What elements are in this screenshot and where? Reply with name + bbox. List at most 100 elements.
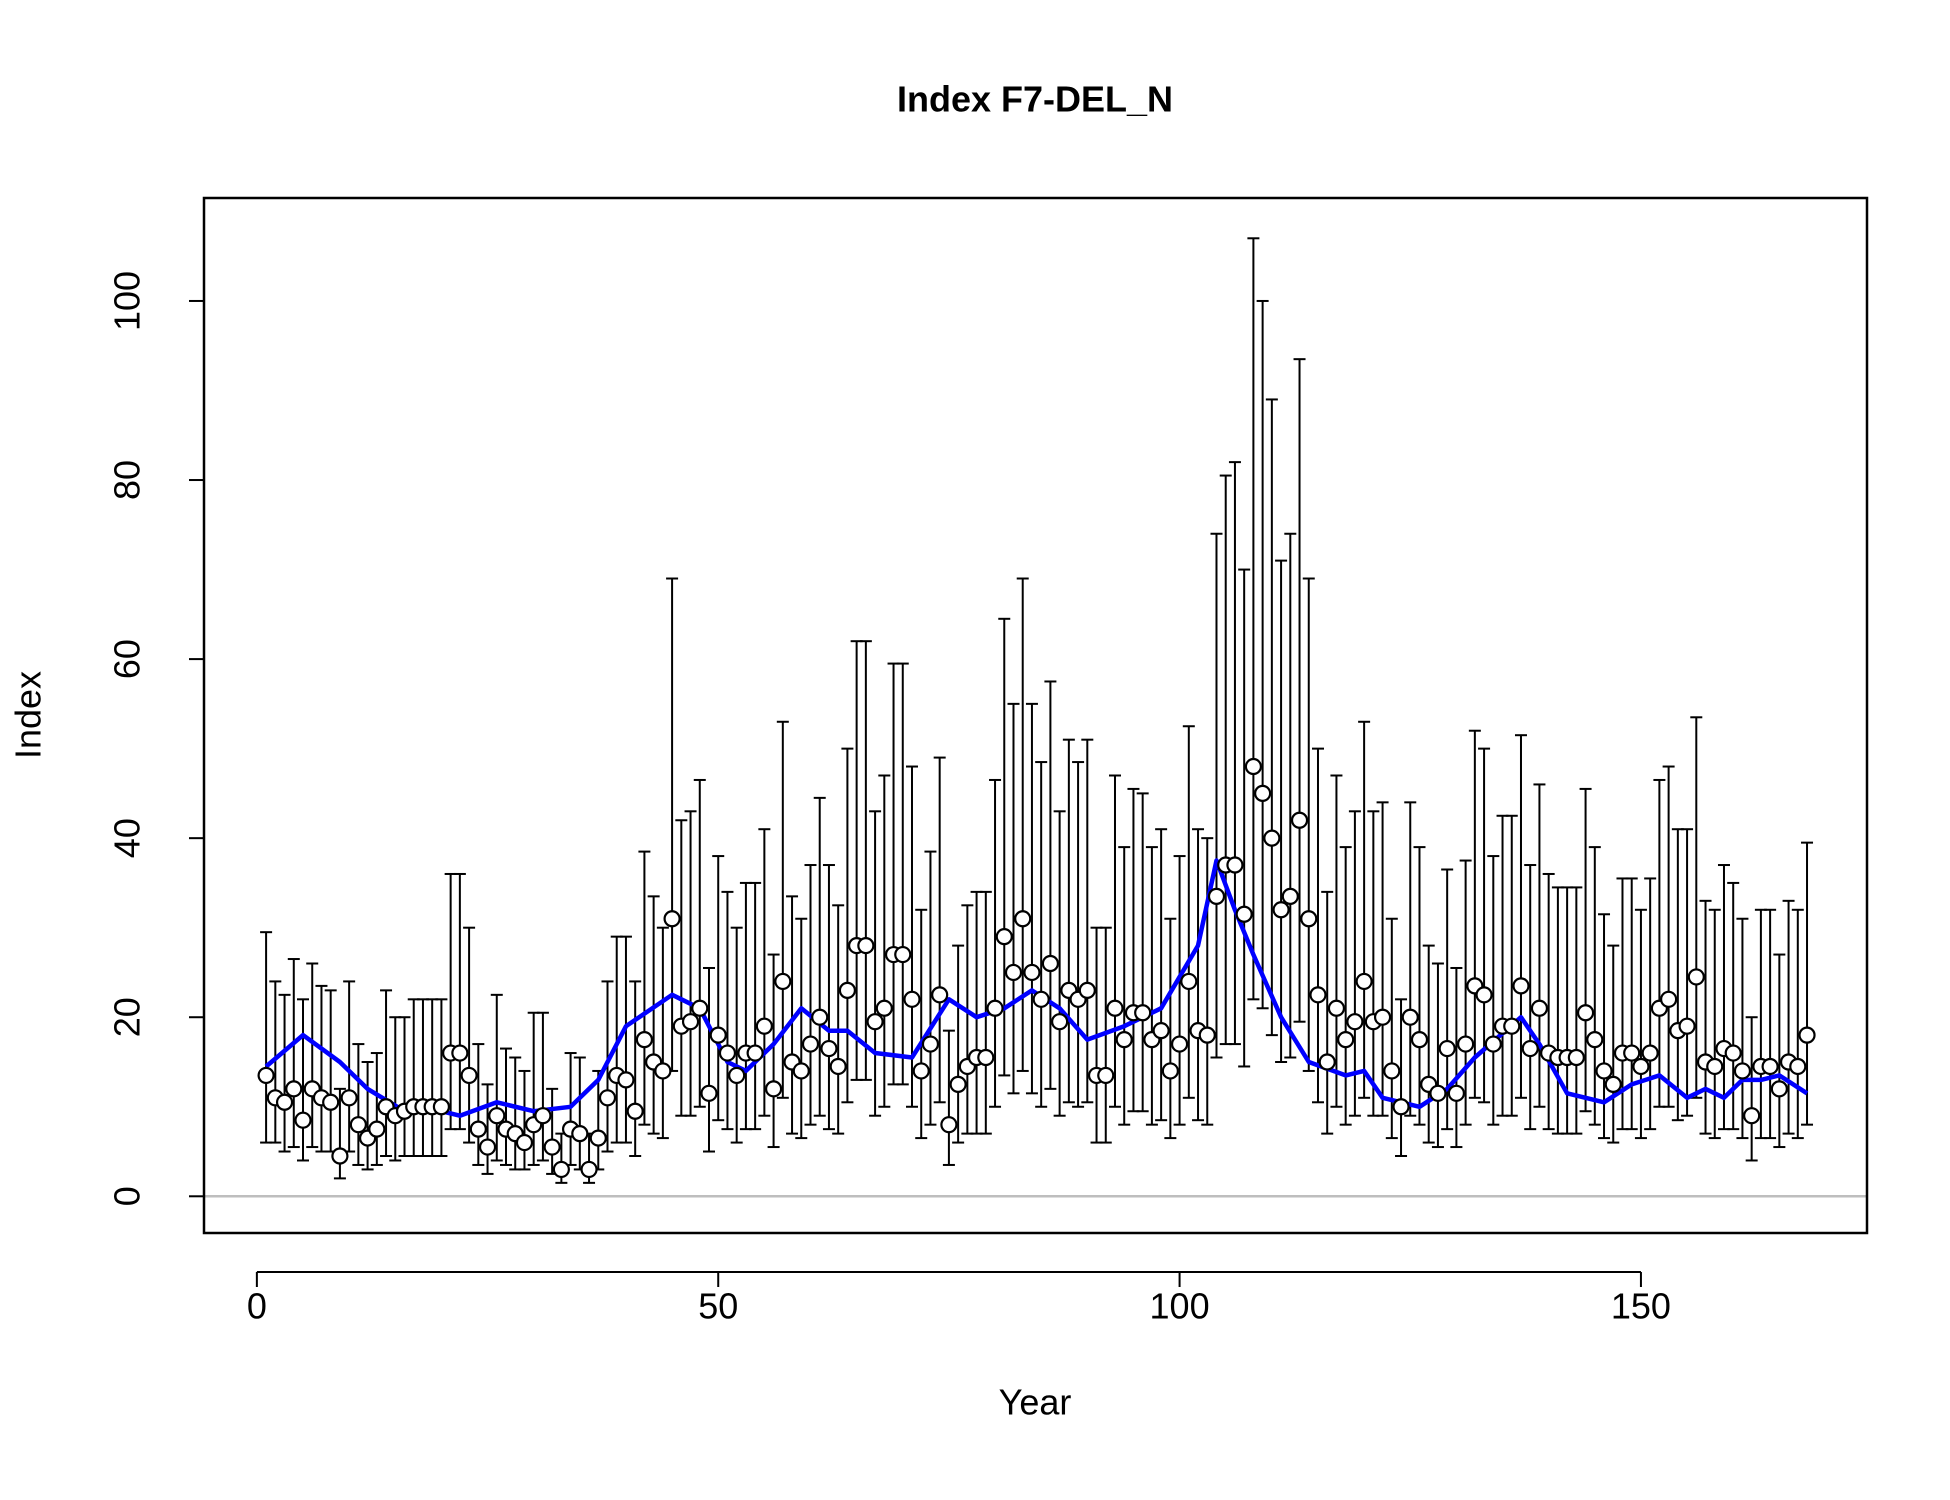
point (1226, 856, 1244, 874)
point (728, 1066, 746, 1085)
point (829, 1057, 847, 1076)
point (820, 1039, 838, 1058)
x-tick-label: 150 (1611, 1286, 1671, 1327)
point (681, 1013, 700, 1031)
point (995, 928, 1013, 946)
point (1604, 1075, 1622, 1093)
point (1429, 1084, 1447, 1102)
point (598, 1089, 617, 1107)
point (940, 1116, 958, 1134)
point (875, 999, 893, 1017)
point (1290, 811, 1309, 829)
point (1392, 1098, 1410, 1116)
point (1512, 977, 1530, 995)
point (1789, 1057, 1807, 1076)
point (1051, 1013, 1069, 1031)
point (654, 1062, 672, 1080)
point (1272, 901, 1290, 919)
point (801, 1035, 820, 1053)
point (1484, 1035, 1502, 1053)
point (1198, 1026, 1216, 1044)
point (626, 1102, 644, 1120)
point (1438, 1039, 1456, 1058)
point (1660, 990, 1678, 1008)
y-tick-label: 60 (107, 639, 148, 679)
point (1410, 1031, 1429, 1049)
point (1641, 1044, 1659, 1062)
point (294, 1111, 312, 1129)
point (1207, 887, 1226, 905)
point (1254, 784, 1272, 802)
point (635, 1031, 654, 1049)
point (1041, 954, 1060, 973)
point (1383, 1062, 1401, 1080)
point (1180, 972, 1198, 991)
point (1309, 986, 1327, 1004)
point (580, 1160, 598, 1179)
point (1503, 1017, 1521, 1035)
point (1576, 1004, 1595, 1022)
point (949, 1075, 967, 1093)
point (718, 1044, 737, 1062)
point (1457, 1035, 1475, 1053)
point (469, 1120, 487, 1138)
point (617, 1071, 635, 1089)
point (1373, 1008, 1392, 1026)
point (1623, 1044, 1641, 1062)
point (838, 981, 857, 999)
point (1337, 1031, 1355, 1049)
point (1595, 1062, 1613, 1080)
point (515, 1133, 534, 1152)
y-tick-label: 20 (107, 997, 148, 1037)
point (1300, 910, 1318, 928)
point (1346, 1013, 1364, 1031)
point (1743, 1107, 1761, 1125)
point (1733, 1062, 1752, 1080)
point (691, 999, 709, 1017)
point (589, 1129, 607, 1147)
point (977, 1048, 995, 1067)
point (1318, 1053, 1336, 1071)
y-tick-label: 0 (107, 1186, 148, 1206)
point (1530, 999, 1549, 1017)
point (1724, 1044, 1742, 1062)
point (1586, 1031, 1604, 1049)
point (1161, 1062, 1179, 1080)
point (746, 1044, 764, 1062)
point (275, 1093, 294, 1111)
point (894, 945, 912, 964)
x-axis-label: Year (999, 1382, 1072, 1423)
point (986, 999, 1004, 1017)
point (257, 1066, 275, 1085)
point (709, 1026, 727, 1044)
point (460, 1066, 478, 1085)
y-tick-label: 100 (107, 271, 148, 331)
point (1235, 905, 1253, 923)
point (912, 1062, 930, 1080)
chart-title: Index F7-DEL_N (897, 79, 1173, 120)
point (857, 936, 875, 955)
point (931, 986, 949, 1004)
point (700, 1084, 718, 1102)
point (552, 1160, 570, 1179)
smooth-line (264, 858, 1809, 1118)
point (1134, 1004, 1152, 1022)
y-tick-label: 40 (107, 818, 148, 858)
point (1014, 910, 1032, 928)
point (1244, 757, 1262, 776)
point (903, 990, 921, 1008)
x-tick-label: 100 (1150, 1286, 1210, 1327)
point (1475, 986, 1493, 1004)
point (792, 1062, 810, 1080)
point (1761, 1057, 1779, 1076)
point (1567, 1048, 1585, 1067)
point (331, 1147, 349, 1165)
point (571, 1125, 589, 1143)
point (478, 1138, 497, 1156)
plot-frame (202, 196, 1869, 1235)
point (1706, 1057, 1724, 1076)
point (764, 1080, 783, 1098)
point (1078, 981, 1096, 999)
